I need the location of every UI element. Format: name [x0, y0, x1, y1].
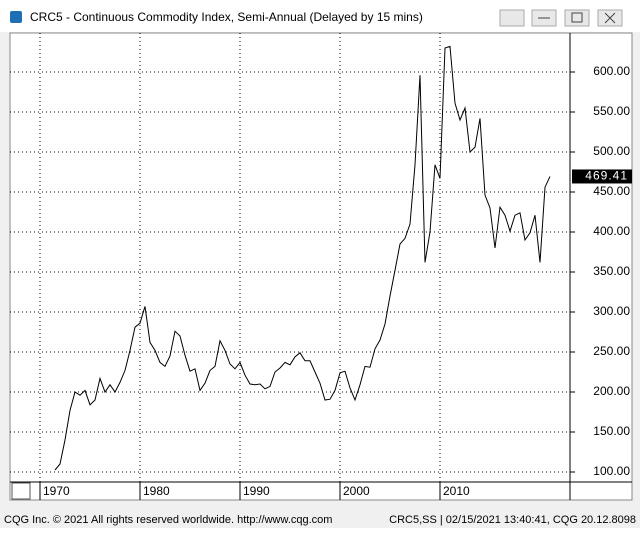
close-glyph [604, 12, 616, 24]
x-tick-label: 2000 [343, 484, 370, 498]
window-title: CRC5 - Continuous Commodity Index, Semi-… [30, 10, 423, 24]
footer-left: CQG Inc. © 2021 All rights reserved worl… [4, 514, 332, 526]
y-tick-label: 550.00 [593, 104, 630, 118]
y-tick-label: 600.00 [593, 64, 630, 78]
x-tick-label: 1990 [243, 484, 270, 498]
link-button[interactable] [499, 9, 525, 27]
y-tick-label: 100.00 [593, 464, 630, 478]
maximize-button[interactable] [564, 9, 590, 27]
y-tick-label: 500.00 [593, 144, 630, 158]
app-icon [10, 11, 22, 23]
y-tick-label: 250.00 [593, 344, 630, 358]
x-tick-label: 1980 [143, 484, 170, 498]
x-tick-label: 2010 [443, 484, 470, 498]
x-tick-label: 1970 [43, 484, 70, 498]
y-tick-label: 350.00 [593, 264, 630, 278]
last-price-label: 469.41 [585, 169, 628, 183]
price-line [54, 45, 551, 471]
corner-box[interactable] [11, 482, 31, 500]
y-tick-label: 200.00 [593, 384, 630, 398]
last-price-box [572, 169, 632, 184]
maximize-glyph [571, 12, 583, 23]
chart-panel [9, 32, 633, 501]
y-tick-label: 400.00 [593, 224, 630, 238]
footer-right: CRC5,SS | 02/15/2021 13:40:41, CQG 20.12… [389, 514, 636, 526]
y-tick-label: 450.00 [593, 184, 630, 198]
y-tick-label: 150.00 [593, 424, 630, 438]
y-tick-label: 300.00 [593, 304, 630, 318]
